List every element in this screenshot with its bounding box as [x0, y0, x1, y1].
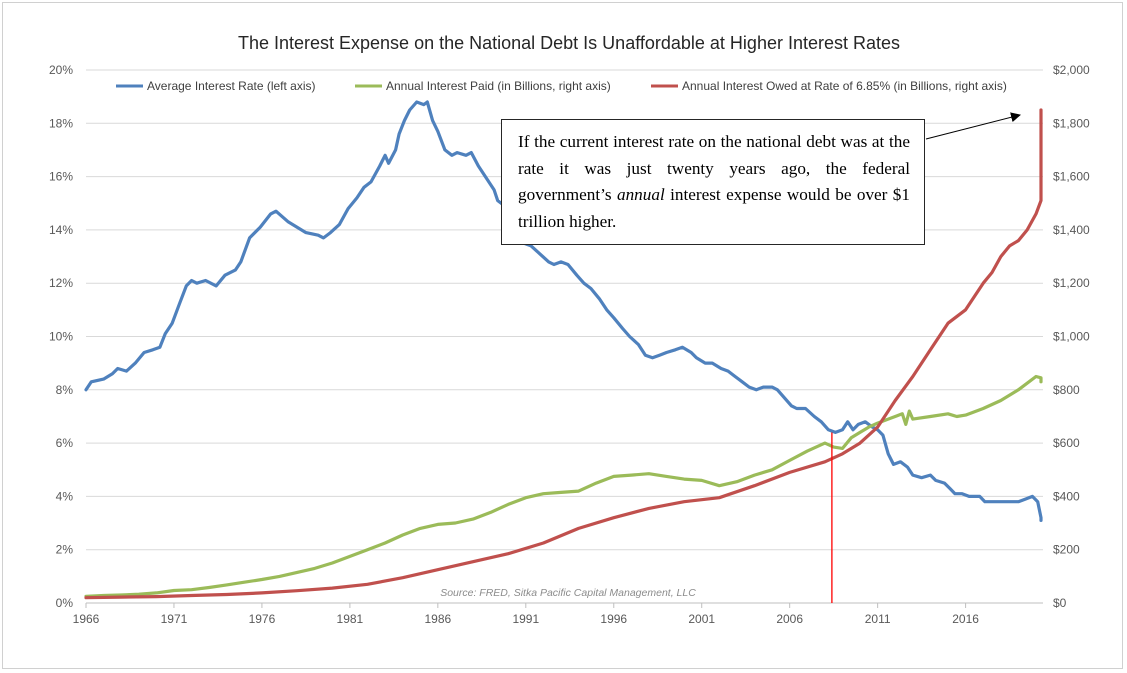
annotation-text-start: If the current interest rate on the nati… — [518, 132, 910, 204]
y-right-tick-label: $0 — [1053, 596, 1067, 610]
x-tick-label: 2006 — [776, 612, 803, 626]
x-tick-label: 1996 — [600, 612, 627, 626]
callout-arrow — [925, 112, 1021, 140]
x-tick-label: 1976 — [249, 612, 276, 626]
y-right-tick-label: $1,000 — [1053, 330, 1090, 344]
annual-interest-owed-line — [84, 108, 1043, 600]
x-tick-label: 2001 — [688, 612, 715, 626]
x-tick-label: 2016 — [952, 612, 979, 626]
y-right-tick-label: $600 — [1053, 436, 1080, 450]
callout-arrow-line — [925, 112, 1021, 140]
x-tick-label: 1966 — [73, 612, 100, 626]
axes: 0% $0 2% $200 4% $400 6% $600 8% $800 10% $1,000 12%… — [49, 63, 1090, 626]
annotation-text-italic: annual — [616, 185, 665, 204]
x-tick-label: 1986 — [424, 612, 451, 626]
y-right-tick-label: $1,200 — [1053, 276, 1090, 290]
series-lines — [84, 100, 1043, 603]
y-left-tick-label: 16% — [49, 170, 73, 184]
y-right-tick-label: $400 — [1053, 489, 1080, 503]
y-right-tick-label: $200 — [1053, 543, 1080, 557]
source-note: Source: FRED, Sitka Pacific Capital Mana… — [440, 587, 696, 599]
y-left-tick-label: 4% — [56, 489, 74, 503]
annotation-callout: If the current interest rate on the nati… — [501, 119, 925, 245]
y-right-tick-label: $800 — [1053, 383, 1080, 397]
x-tick-label: 1981 — [337, 612, 364, 626]
legend-label: Average Interest Rate (left axis) — [147, 79, 316, 93]
y-right-tick-label: $1,600 — [1053, 170, 1090, 184]
annotation-text-end: interest expense would be over $1 trilli… — [518, 185, 910, 231]
chart-title: The Interest Expense on the National Deb… — [238, 33, 900, 53]
legend-label: Annual Interest Owed at Rate of 6.85% (i… — [682, 79, 1007, 93]
annual-interest-paid-line — [84, 374, 1043, 598]
y-left-tick-label: 12% — [49, 276, 73, 290]
y-left-tick-label: 20% — [49, 63, 73, 77]
y-left-tick-label: 8% — [56, 383, 74, 397]
y-left-tick-label: 18% — [49, 116, 73, 130]
legend: Average Interest Rate (left axis) Annual … — [116, 79, 1007, 93]
legend-label: Annual Interest Paid (in Billions, right… — [386, 79, 611, 93]
y-left-tick-label: 0% — [56, 596, 74, 610]
y-left-tick-label: 10% — [49, 330, 73, 344]
y-right-tick-label: $1,400 — [1053, 223, 1090, 237]
y-left-tick-label: 6% — [56, 436, 74, 450]
y-left-tick-label: 14% — [49, 223, 73, 237]
average-interest-rate-line — [84, 100, 1043, 523]
y-right-tick-label: $1,800 — [1053, 116, 1090, 130]
y-left-tick-label: 2% — [56, 543, 74, 557]
y-right-tick-label: $2,000 — [1053, 63, 1090, 77]
x-tick-label: 1971 — [161, 612, 188, 626]
x-tick-label: 1991 — [512, 612, 539, 626]
x-tick-label: 2011 — [865, 612, 891, 626]
